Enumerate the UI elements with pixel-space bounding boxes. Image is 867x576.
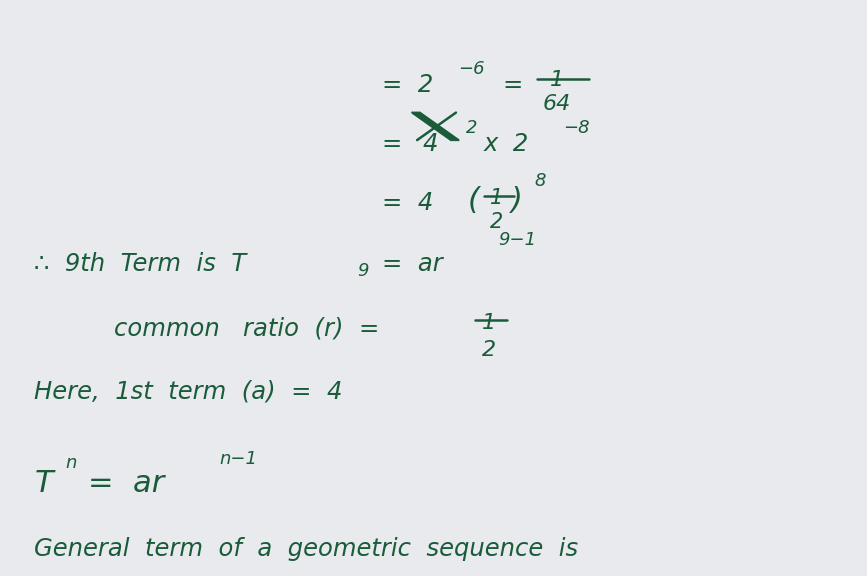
Text: −8: −8	[564, 119, 590, 137]
Text: n−1: n−1	[219, 450, 257, 468]
Text: 8: 8	[535, 172, 546, 190]
Text: T: T	[34, 468, 53, 498]
Text: General  term  of  a  geometric  sequence  is: General term of a geometric sequence is	[34, 537, 578, 562]
Text: 2: 2	[466, 119, 478, 137]
Text: x  2: x 2	[484, 132, 529, 156]
Text: (: (	[468, 186, 480, 215]
Text: 1: 1	[482, 313, 496, 333]
Text: =: =	[381, 132, 402, 156]
Text: −6: −6	[458, 60, 485, 78]
Text: =  4: = 4	[381, 191, 433, 214]
Text: 64: 64	[543, 94, 570, 114]
Text: 9: 9	[357, 262, 369, 280]
Text: =  2: = 2	[381, 73, 433, 97]
Text: ∴  9th  Term  is  T: ∴ 9th Term is T	[34, 252, 246, 276]
Text: common   ratio  (r)  =: common ratio (r) =	[114, 317, 379, 340]
Text: ): )	[512, 186, 523, 215]
Text: =: =	[503, 73, 523, 97]
Text: 2: 2	[482, 340, 496, 359]
Text: 9−1: 9−1	[499, 230, 537, 249]
Text: 2: 2	[490, 213, 503, 232]
Text: =  ar: = ar	[381, 252, 442, 276]
Text: =  ar: = ar	[88, 468, 164, 498]
Text: n: n	[65, 454, 76, 472]
Text: 1: 1	[490, 188, 503, 208]
Text: 1: 1	[551, 70, 564, 90]
Text: Here,  1st  term  (a)  =  4: Here, 1st term (a) = 4	[34, 380, 342, 404]
Text: 4: 4	[422, 132, 438, 156]
